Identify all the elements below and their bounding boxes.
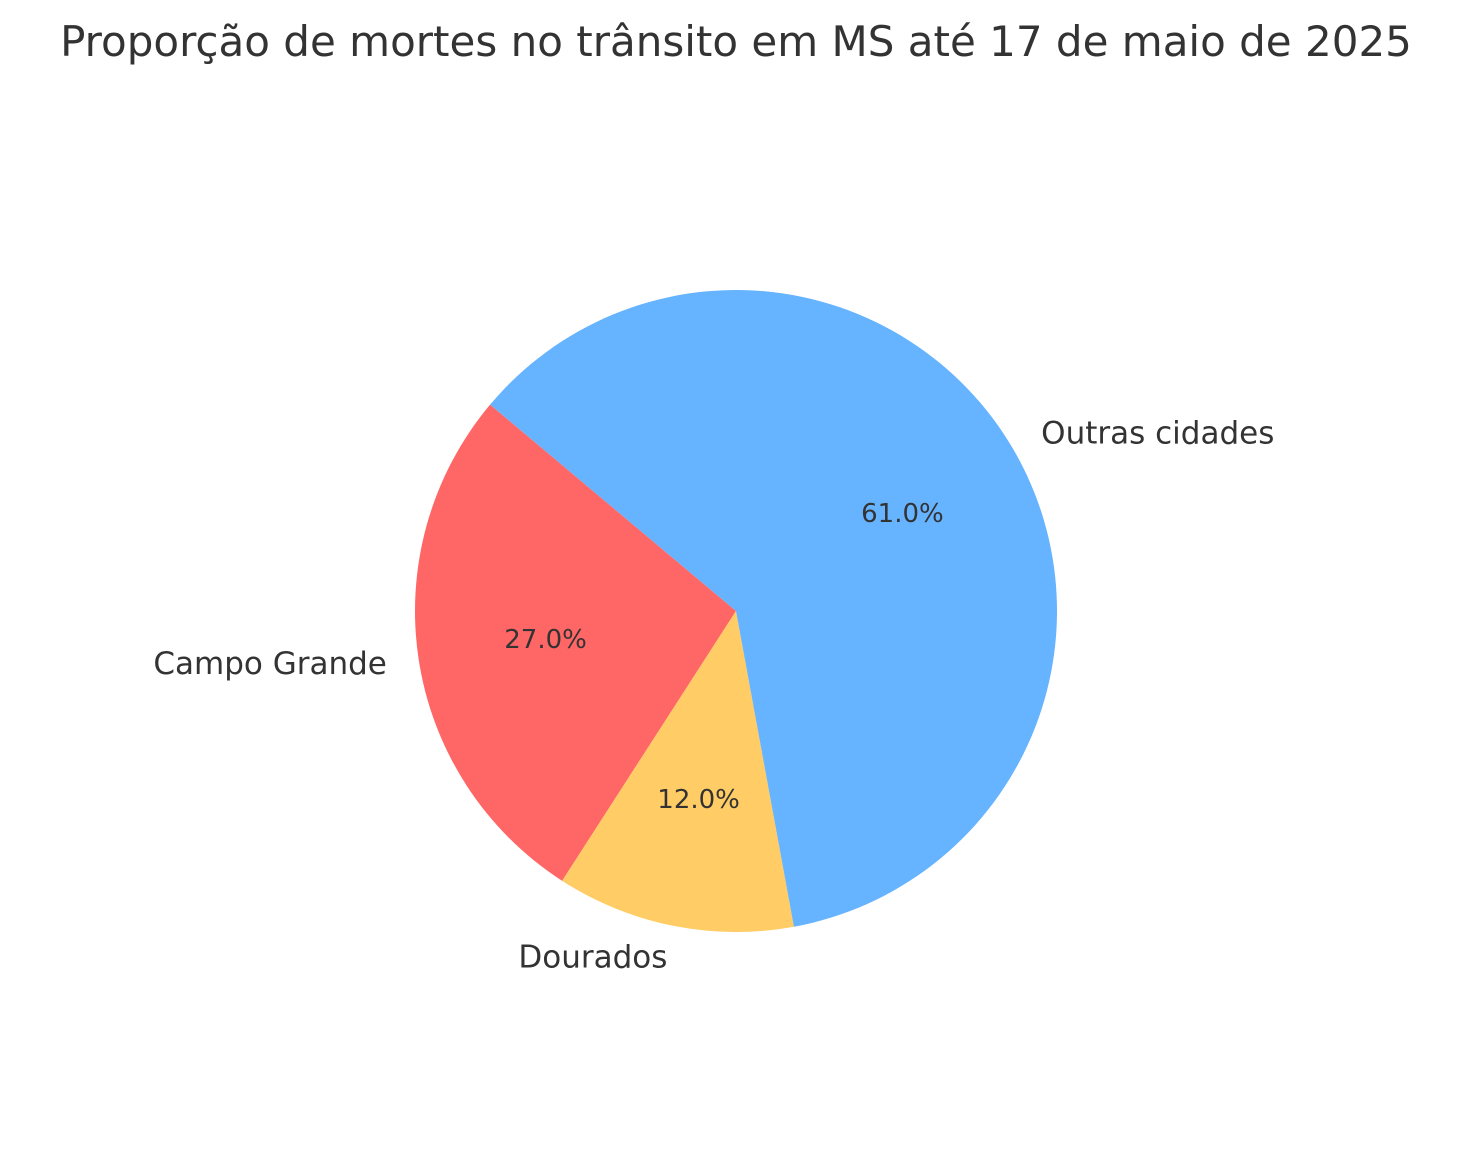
- pie-slice-dourados: [562, 611, 794, 932]
- percent-label-campo-grande: 27.0%: [504, 625, 587, 655]
- percent-label-dourados: 12.0%: [657, 785, 740, 815]
- pie-slice-campo-grande: [415, 404, 736, 881]
- percent-label-outras-cidades: 61.0%: [861, 499, 944, 529]
- slice-label-campo-grande: Campo Grande: [153, 646, 387, 682]
- slice-label-dourados: Dourados: [518, 939, 667, 975]
- pie-labels: Campo Grande 27.0% Dourados 12.0% Outras cid…: [153, 415, 1274, 975]
- pie-slices: [415, 290, 1057, 932]
- slice-label-outras-cidades: Outras cidades: [1041, 415, 1274, 451]
- pie-slice-outras-cidades: [490, 290, 1057, 927]
- chart-title: Proporção de mortes no trânsito em MS at…: [60, 17, 1412, 66]
